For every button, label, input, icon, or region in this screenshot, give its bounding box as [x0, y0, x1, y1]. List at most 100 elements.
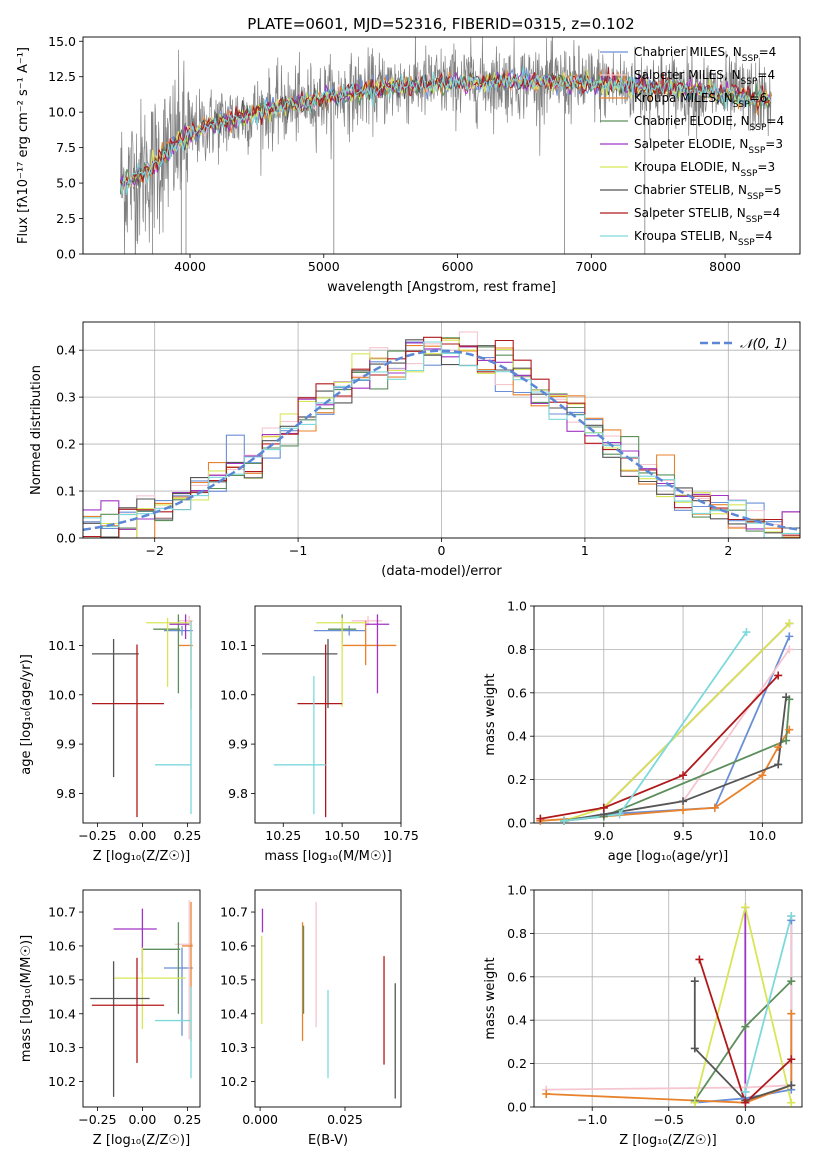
legend-nssp-prefix: , N [725, 45, 742, 59]
figure-title: PLATE=0601, MJD=52316, FIBERID=0315, z=0… [247, 15, 634, 33]
legend-nssp-subscript: SSP [747, 192, 764, 202]
y-tick-label: 0.8 [507, 642, 527, 657]
y-tick-label: 10.6 [48, 938, 76, 953]
weight-line-8 [540, 674, 779, 820]
legend-nssp-value: 4 [765, 229, 773, 243]
legend-label: Kroupa ELODIE, NSSP=3 [634, 160, 775, 179]
x-axis-label: mass [log₁₀(M/M☉)] [264, 849, 391, 864]
x-tick-label: −0.5 [654, 1112, 684, 1127]
weight-marker [695, 955, 704, 964]
y-tick-label: 10.0 [48, 105, 76, 120]
y-tick-label: 12.5 [48, 69, 76, 84]
plot-area [534, 890, 802, 1107]
x-tick-label: 6000 [442, 259, 474, 274]
legend-nssp-subscript: SSP [750, 123, 767, 133]
weight-marker [741, 1022, 750, 1031]
y-tick-label: 9.9 [56, 737, 76, 752]
x-tick-label: 10.0 [748, 828, 776, 843]
x-axis-label: Z [log₁₀(Z/Z☉)] [93, 849, 190, 864]
x-tick-label: 0.00 [128, 1112, 156, 1127]
weight-marker [787, 1081, 796, 1090]
model-spectrum-9 [120, 66, 772, 196]
y-tick-label: 10.3 [220, 1040, 248, 1055]
weight-marker [741, 1098, 750, 1107]
legend-nssp-equals: = [766, 114, 776, 128]
panel-age-vs-mass: 10.25 10.50 10.75 9.8 9.9 10.0 10.1 mass [log₁₀… [220, 605, 419, 864]
weight-marker [710, 803, 719, 812]
weight-line-9 [744, 915, 793, 1093]
y-tick-label: 0.0 [507, 816, 527, 831]
plot-area [534, 606, 802, 823]
y-tick-label: 10.4 [48, 1006, 76, 1021]
x-axis-label: age [log₁₀(age/yr)] [608, 849, 729, 864]
weight-marker [782, 736, 791, 745]
y-tick-label: 9.8 [56, 786, 76, 801]
legend-nssp-prefix: , N [716, 91, 733, 105]
y-tick-label: 0.4 [507, 1013, 527, 1028]
panel-spectrum: 4000 5000 6000 7000 8000 0.0 2.5 5.0 7.5 10.0 12.5… [16, 34, 801, 295]
weight-line-7 [563, 696, 787, 822]
errorbar-point-4 [142, 922, 181, 1014]
panel-residual-histogram: −2 −1 0 1 2 0.0 0.1 0.2 0.3 0.4 (data-model)/error… [29, 321, 801, 579]
x-tick-label: 0 [438, 543, 446, 558]
legend-nssp-subscript: SSP [746, 215, 763, 225]
y-tick-label: 10.4 [220, 1006, 248, 1021]
y-tick-label: 0.6 [507, 969, 527, 984]
x-tick-label: −0.25 [78, 828, 116, 843]
y-axis-label: age [log₁₀(age/yr)] [19, 654, 34, 775]
legend-label: Chabrier ELODIE, NSSP=4 [634, 114, 784, 133]
legend-nssp-prefix: , N [729, 206, 746, 220]
legend-label: 𝒩(0, 1) [740, 337, 787, 352]
x-tick-label: 2 [724, 543, 732, 558]
x-tick-label: 10.75 [383, 828, 419, 843]
y-tick-label: 10.7 [48, 905, 76, 920]
x-tick-label: −2 [145, 543, 163, 558]
weight-line-6 [563, 622, 790, 822]
y-tick-label: 10.0 [220, 687, 248, 702]
y-tick-label: 1.0 [507, 883, 527, 898]
x-axis-label: Z [log₁₀(Z/Z☉)] [93, 1133, 190, 1148]
errorbar-point-5 [169, 614, 190, 640]
weight-marker [774, 671, 783, 680]
y-tick-label: 10.6 [220, 938, 248, 953]
y-tick-label: 10.7 [220, 905, 248, 920]
y-tick-label: 0.1 [56, 484, 76, 499]
legend-label: Kroupa STELIB, NSSP=4 [634, 229, 772, 248]
x-axis-label: E(B-V) [308, 1133, 348, 1148]
errorbar-point-7 [90, 961, 150, 1097]
x-tick-label: −0.25 [78, 1112, 116, 1127]
weight-marker [741, 903, 750, 912]
legend-nssp-value: 3 [775, 137, 783, 151]
y-tick-label: 0.8 [507, 926, 527, 941]
axes-frame [82, 36, 801, 255]
y-tick-label: 10.3 [48, 1040, 76, 1055]
x-tick-label: 5000 [308, 259, 340, 274]
legend-nssp-prefix: , N [730, 183, 747, 197]
weight-marker [785, 725, 794, 734]
legend-label: Chabrier STELIB, NSSP=5 [634, 183, 782, 202]
weight-line-2 [546, 916, 793, 1091]
x-tick-label: 0.0 [735, 1112, 755, 1127]
legend-nssp-subscript: SSP [741, 77, 758, 87]
errorbar-point-7 [262, 639, 338, 709]
plot-area [83, 322, 800, 538]
legend-nssp-value: 6 [760, 91, 768, 105]
y-tick-label: 2.5 [56, 211, 76, 226]
legend-label: Salpeter MILES, NSSP=4 [634, 68, 775, 87]
x-axis-label: (data-model)/error [381, 564, 502, 579]
legend-nssp-prefix: , N [724, 160, 741, 174]
y-axis-label: mass [log₁₀(M/M☉)] [19, 935, 34, 1062]
axes-frame [254, 605, 402, 824]
legend-nssp-equals: = [750, 91, 760, 105]
y-tick-label: 0.4 [56, 343, 76, 358]
errorbar-point-6 [146, 617, 190, 687]
legend-model-name: Salpeter MILES [634, 68, 724, 82]
x-tick-label: −1.0 [577, 1112, 607, 1127]
weight-line-7 [693, 981, 792, 1102]
weight-marker [599, 803, 608, 812]
y-axis-label: Normed distribution [29, 365, 44, 495]
y-tick-label: 0.0 [507, 1100, 527, 1115]
legend-nssp-subscript: SSP [741, 169, 758, 179]
